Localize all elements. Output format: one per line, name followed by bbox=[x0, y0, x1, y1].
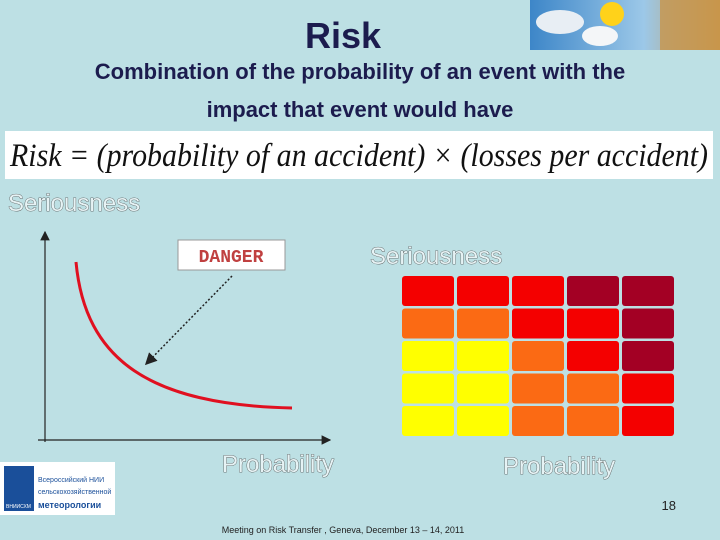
formula-box bbox=[5, 131, 713, 179]
matrix-cell bbox=[402, 373, 454, 404]
matrix-cell bbox=[512, 373, 564, 404]
logo-text: сельскохозяйственной bbox=[38, 488, 111, 496]
matrix-cell bbox=[622, 341, 674, 371]
matrix-cell bbox=[402, 341, 454, 371]
matrix-cell bbox=[457, 341, 509, 371]
matrix-cell bbox=[457, 373, 509, 404]
risk-matrix bbox=[402, 276, 674, 436]
logo: Всероссийский НИИ сельскохозяйственной м… bbox=[0, 462, 115, 515]
formula: Risk = (probability of an accident) × (l… bbox=[9, 138, 708, 174]
matrix-cell bbox=[402, 308, 454, 339]
subtitle: impact that event would have bbox=[207, 97, 514, 122]
matrix-cell bbox=[567, 373, 619, 404]
matrix-cell bbox=[457, 406, 509, 436]
matrix-cell bbox=[567, 308, 619, 339]
risk-curve bbox=[74, 261, 293, 410]
matrix-cell bbox=[512, 308, 564, 339]
axis-label: Seriousness bbox=[370, 243, 502, 270]
matrix-cell bbox=[457, 308, 509, 339]
title: Risk bbox=[305, 15, 382, 56]
axis-label: Seriousness bbox=[8, 190, 140, 217]
matrix-cell bbox=[512, 276, 564, 306]
axis-label: Probability bbox=[503, 453, 615, 480]
footer: Meeting on Risk Transfer , Geneva, Decem… bbox=[222, 525, 464, 535]
matrix-cell bbox=[622, 406, 674, 436]
matrix-cell bbox=[457, 276, 509, 306]
matrix-cell bbox=[622, 308, 674, 339]
matrix-cell bbox=[567, 341, 619, 371]
matrix-cell bbox=[512, 406, 564, 436]
logo-text: метеорологии bbox=[38, 500, 101, 510]
matrix-cell bbox=[402, 406, 454, 436]
matrix-cell bbox=[567, 276, 619, 306]
annotation-box bbox=[177, 239, 286, 271]
logo-abbr: ВНИИСХМ bbox=[6, 504, 31, 510]
matrix-cell bbox=[622, 373, 674, 404]
subtitle: Combination of the probability of an eve… bbox=[95, 59, 625, 84]
weather-image bbox=[530, 0, 720, 50]
matrix-cell bbox=[622, 276, 674, 306]
logo-text: Всероссийский НИИ bbox=[38, 476, 104, 484]
axis-label: Probability bbox=[222, 451, 334, 478]
matrix-cell bbox=[402, 276, 454, 306]
annotation: DANGER bbox=[199, 248, 264, 268]
matrix-cell bbox=[567, 406, 619, 436]
annotation-arrow bbox=[144, 275, 233, 366]
matrix-cell bbox=[512, 341, 564, 371]
page-number: 18 bbox=[662, 498, 676, 513]
